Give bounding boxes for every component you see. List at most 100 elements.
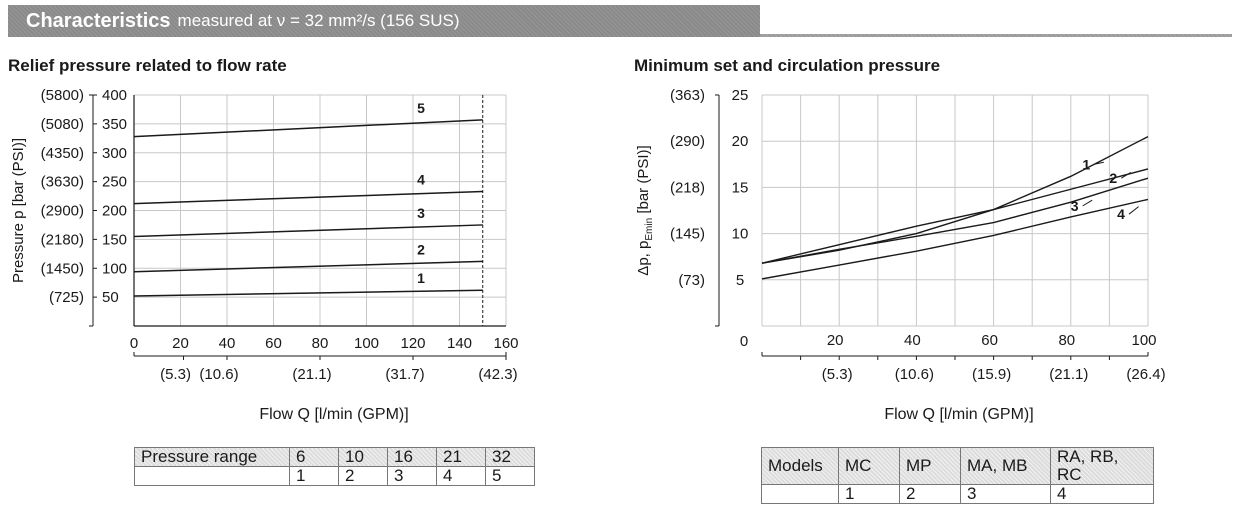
x-tick-label-gpm: (5.3) [822, 366, 853, 383]
y-tick-label: 300 [102, 145, 127, 162]
x-origin-label: 0 [740, 333, 748, 350]
table-cell: 2 [338, 466, 388, 486]
x-tick-label-gpm: (26.4) [1126, 366, 1165, 383]
table-cell: 10 [338, 447, 388, 467]
table-cell: 3 [960, 484, 1051, 504]
x-axis-label: Flow Q [l/min (GPM)] [884, 406, 1033, 423]
x-tick-label-gpm: (21.1) [1049, 366, 1088, 383]
y-tick-label-psi: (4350) [41, 145, 84, 162]
x-tick-label: 60 [265, 335, 282, 352]
table-row: 1 2 3 4 5 [134, 466, 535, 486]
y-tick-label-psi: (1450) [41, 260, 84, 277]
y-tick-label: 250 [102, 174, 127, 191]
series-leader-line [1094, 161, 1104, 165]
x-tick-label-gpm: (10.6) [895, 366, 934, 383]
table-row: 1 2 3 4 [761, 484, 1154, 504]
series-label: 2 [1109, 170, 1117, 186]
x-tick-label: 100 [1131, 332, 1156, 349]
y-tick-label-psi: (363) [670, 87, 705, 104]
series-label: 1 [417, 270, 425, 286]
y-tick-label: 50 [102, 289, 119, 306]
y-tick-label: 25 [732, 87, 749, 104]
table-cell: 1 [289, 466, 339, 486]
x-tick-label: 140 [447, 335, 472, 352]
table-cell: 6 [289, 447, 339, 467]
table-cell: Pressure range [134, 447, 290, 467]
min-set-pressure-chart: 5(73)10(145)15(218)20(290)25(363)Δp, pEm… [635, 87, 1166, 423]
x-tick-label: 40 [904, 332, 921, 349]
left-chart-title: Relief pressure related to flow rate [8, 56, 287, 75]
series-label: 3 [417, 205, 425, 221]
y-tick-label: 5 [736, 272, 744, 289]
series-label: 3 [1071, 198, 1079, 214]
series-line [133, 289, 483, 297]
y-tick-label-psi: (5080) [41, 116, 84, 133]
x-tick-label: 0 [130, 335, 138, 352]
table-cell: 16 [387, 447, 437, 467]
y-tick-label-psi: (145) [670, 226, 705, 243]
y-tick-label-psi: (290) [670, 133, 705, 150]
header-rule [760, 34, 1232, 37]
table-cell: 2 [899, 484, 961, 504]
series-leader-line [1128, 206, 1139, 215]
x-tick-label-gpm: (15.9) [972, 366, 1011, 383]
table-cell: 1 [838, 484, 900, 504]
series-line [761, 168, 1149, 264]
series-line [133, 224, 483, 238]
x-tick-label: 80 [312, 335, 329, 352]
table-cell: 4 [1050, 484, 1154, 504]
y-tick-label: 100 [102, 260, 127, 277]
series-label: 4 [1117, 206, 1125, 222]
pressure-range-table: Pressure range 6 10 16 21 32 1 2 3 4 5 [134, 447, 535, 486]
section-header: Characteristics measured at ν = 32 mm²/s… [8, 5, 760, 37]
x-tick-label: 80 [1058, 332, 1075, 349]
y-tick-label-psi: (2180) [41, 231, 84, 248]
table-cell: 3 [387, 466, 437, 486]
table-cell: MC [838, 447, 900, 485]
y-tick-label: 200 [102, 203, 127, 220]
table-cell: MA, MB [960, 447, 1051, 485]
table-cell: 4 [436, 466, 486, 486]
x-tick-label-gpm: (5.3) [160, 366, 191, 383]
y-tick-label: 350 [102, 116, 127, 133]
y-axis-label: Pressure p [bar (PSI)] [10, 138, 27, 283]
series-label: 4 [417, 171, 425, 187]
table-cell: RA, RB, RC [1050, 447, 1154, 485]
y-tick-label: 150 [102, 231, 127, 248]
y-tick-label-psi: (218) [670, 179, 705, 196]
y-tick-label: 20 [732, 133, 749, 150]
x-tick-label: 160 [493, 335, 518, 352]
series-line [133, 119, 483, 138]
series-line [761, 198, 1149, 280]
series-label: 1 [1082, 156, 1090, 172]
series-line [761, 177, 1149, 264]
y-tick-label-psi: (73) [678, 272, 705, 289]
section-header-subtitle: measured at ν = 32 mm²/s (156 SUS) [177, 11, 460, 30]
series-line [761, 135, 1149, 264]
table-cell: Models [761, 447, 839, 485]
series-leader-line [1082, 199, 1093, 207]
y-tick-label-psi: (725) [49, 289, 84, 306]
table-cell: MP [899, 447, 961, 485]
series-label: 2 [417, 241, 425, 257]
x-tick-label: 60 [981, 332, 998, 349]
y-tick-label-psi: (3630) [41, 174, 84, 191]
x-tick-label-gpm: (10.6) [199, 366, 238, 383]
series-line [133, 190, 483, 205]
table-cell: 5 [485, 466, 535, 486]
x-tick-label: 100 [354, 335, 379, 352]
y-tick-label: 400 [102, 87, 127, 104]
series-line [133, 260, 483, 273]
x-tick-label: 20 [827, 332, 844, 349]
relief-pressure-chart: 50 (725) 100 (1450) 150 (2180) 200 (2900) 250 (36… [10, 87, 519, 423]
table-cell: 32 [485, 447, 535, 467]
right-chart-title: Minimum set and circulation pressure [634, 56, 941, 75]
table-cell [134, 466, 290, 486]
y-tick-label-psi: (2900) [41, 203, 84, 220]
y-tick-label-psi: (5800) [41, 87, 84, 104]
table-cell: 21 [436, 447, 486, 467]
series-leader-line [1121, 172, 1132, 179]
x-tick-label-gpm: (42.3) [478, 366, 517, 383]
x-tick-label-gpm: (21.1) [292, 366, 331, 383]
x-tick-label: 120 [400, 335, 425, 352]
